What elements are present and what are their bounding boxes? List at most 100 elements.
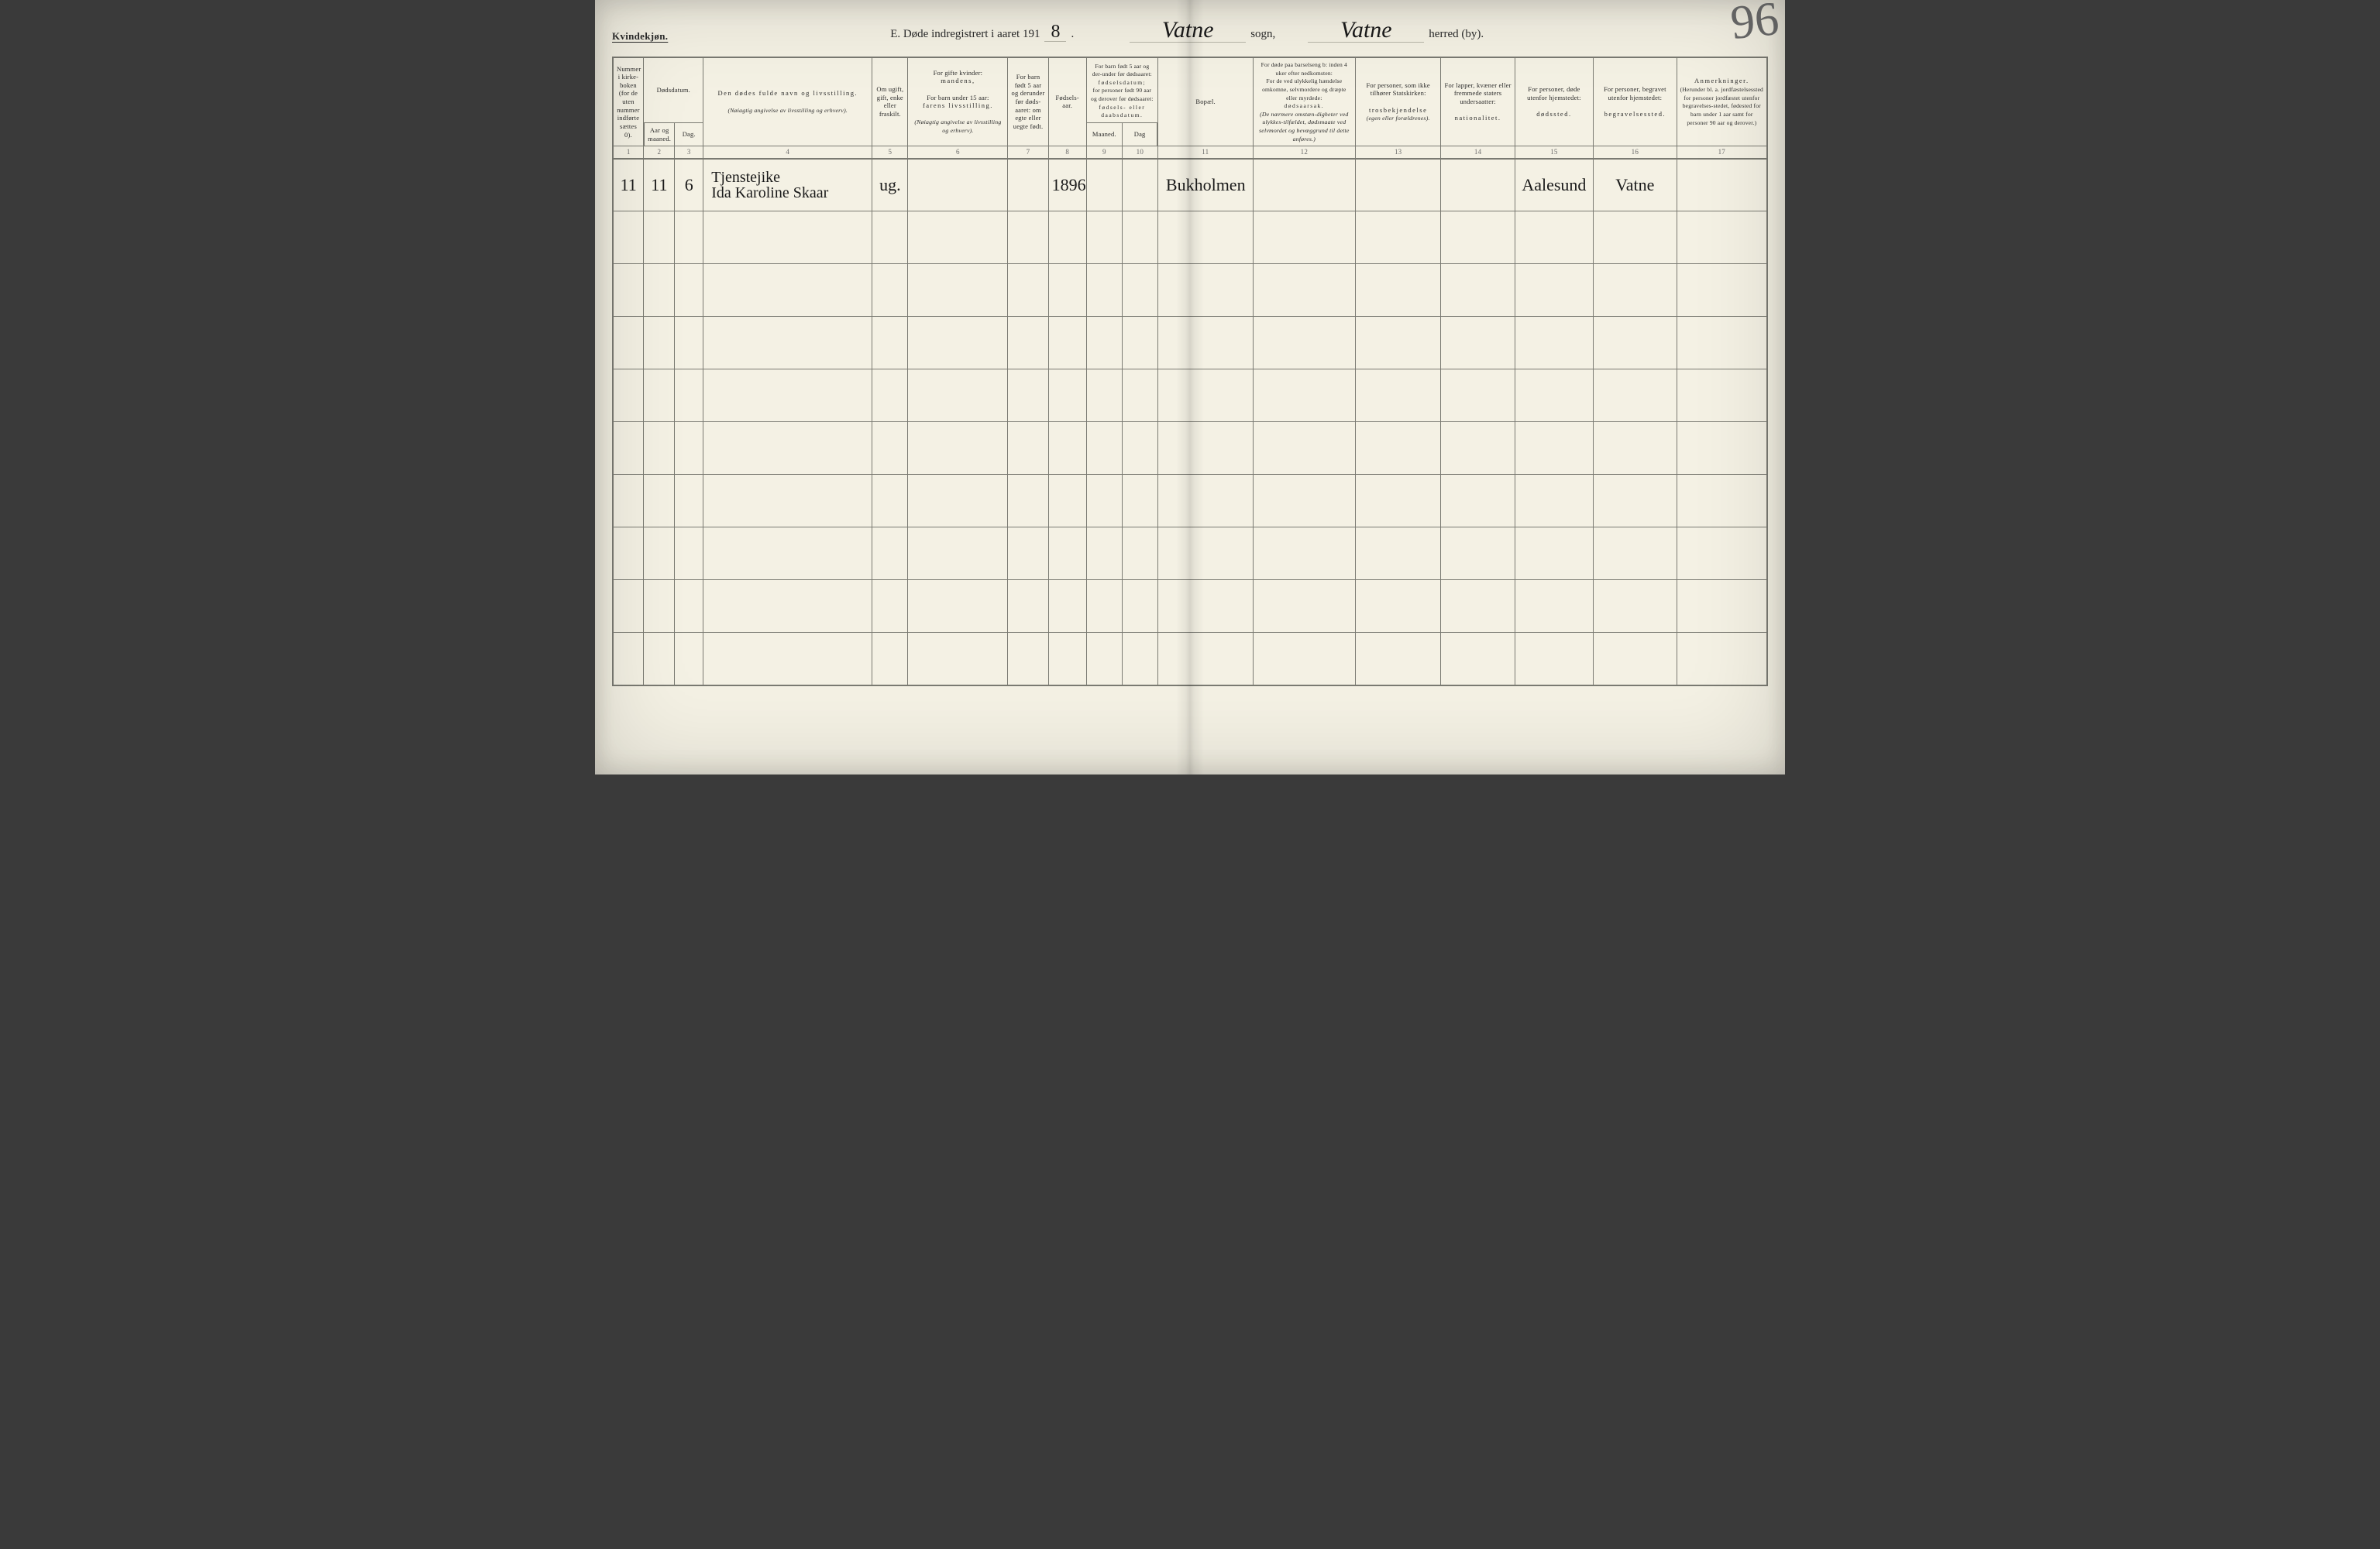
cell [1122, 264, 1157, 317]
cell [1122, 159, 1157, 211]
cell [1515, 580, 1593, 633]
cell [675, 369, 703, 422]
cell [1157, 369, 1253, 422]
cell [1594, 317, 1677, 369]
cell [1157, 264, 1253, 317]
cell [1086, 527, 1122, 580]
cell [1441, 264, 1515, 317]
col-header-17: Anmerkninger. (Herunder bl. a. jordfæste… [1677, 57, 1767, 146]
cell [872, 633, 908, 685]
cell [1122, 633, 1157, 685]
table-row [613, 633, 1767, 685]
col-header-5: Om ugift, gift, enke eller fraskilt. [872, 57, 908, 146]
cell [703, 475, 872, 527]
cell [675, 580, 703, 633]
cell [1086, 580, 1122, 633]
cell: Aalesund [1515, 159, 1593, 211]
cell [644, 369, 675, 422]
cell [703, 369, 872, 422]
cell [1515, 317, 1593, 369]
cell [1355, 527, 1441, 580]
colnum: 6 [908, 146, 1008, 159]
cell [1122, 211, 1157, 264]
cell [1048, 264, 1086, 317]
cell [1008, 159, 1048, 211]
colnum: 11 [1157, 146, 1253, 159]
cell [644, 475, 675, 527]
cell [908, 264, 1008, 317]
cell [872, 211, 908, 264]
c13b: trosbekjendelse [1369, 106, 1427, 114]
title-suffix: . [1071, 28, 1074, 41]
c6d: farens livsstilling. [923, 101, 993, 109]
table-row [613, 369, 1767, 422]
col4-title: Den dødes fulde navn og livsstilling. [717, 89, 858, 97]
col4-sub: (Nøiagtig angivelse av livsstilling og e… [727, 107, 848, 114]
table-row [613, 211, 1767, 264]
cell [1677, 633, 1767, 685]
c910c: for personer født 90 aar og derover før … [1091, 87, 1154, 102]
cell [1008, 633, 1048, 685]
cell [1253, 159, 1355, 211]
c6c: For barn under 15 aar: [927, 94, 989, 101]
table-row [613, 527, 1767, 580]
cell [872, 475, 908, 527]
cell [1253, 527, 1355, 580]
cell [1122, 369, 1157, 422]
cell [1515, 527, 1593, 580]
cell: 6 [675, 159, 703, 211]
herred-label: herred (by). [1429, 28, 1484, 41]
c6b: mandens, [941, 77, 975, 84]
table-row [613, 580, 1767, 633]
c6e: (Nøiagtig angivelse av livsstilling og e… [914, 118, 1001, 134]
cell [1048, 475, 1086, 527]
cell [1008, 264, 1048, 317]
cell [872, 317, 908, 369]
c12c: dødsaarsak. [1284, 102, 1324, 109]
colnum: 8 [1048, 146, 1086, 159]
page-title: E. Døde indregistrert i aaret 191 8 . Va… [690, 19, 1684, 43]
cell [613, 580, 644, 633]
cell [703, 580, 872, 633]
colnum: 4 [703, 146, 872, 159]
cell [644, 633, 675, 685]
cell: Bukholmen [1157, 159, 1253, 211]
cell [1086, 264, 1122, 317]
cell [908, 633, 1008, 685]
cell: 11 [613, 159, 644, 211]
cell [644, 264, 675, 317]
col-header-14: For lapper, kvæner eller fremmede stater… [1441, 57, 1515, 146]
name-line2: Ida Karoline Skaar [711, 185, 868, 201]
cell [1157, 633, 1253, 685]
cell [1355, 633, 1441, 685]
col-header-13: For personer, som ikke tilhører Statskir… [1355, 57, 1441, 146]
cell [1253, 211, 1355, 264]
table-row [613, 475, 1767, 527]
col-subheader-9: Maaned. [1086, 123, 1122, 146]
cell [1594, 527, 1677, 580]
c12b: For de ved ulykkelig hændelse omkomne, s… [1262, 77, 1346, 101]
herred-value: Vatne [1308, 19, 1424, 43]
cell [703, 633, 872, 685]
cell [1048, 527, 1086, 580]
cell [1594, 580, 1677, 633]
cell [675, 264, 703, 317]
cell [1677, 317, 1767, 369]
cell [1355, 422, 1441, 475]
c16a: For personer, begravet utenfor hjemstede… [1604, 85, 1666, 101]
cell [1515, 475, 1593, 527]
sogn-value: Vatne [1130, 19, 1246, 43]
colnum: 9 [1086, 146, 1122, 159]
col-header-16: For personer, begravet utenfor hjemstede… [1594, 57, 1677, 146]
cell [1677, 475, 1767, 527]
cell [1122, 475, 1157, 527]
col-header-4: Den dødes fulde navn og livsstilling. (N… [703, 57, 872, 146]
cell [1441, 580, 1515, 633]
cell [872, 369, 908, 422]
cell: Vatne [1594, 159, 1677, 211]
cell [1677, 527, 1767, 580]
table-header: Nummer i kirke-boken (for de uten nummer… [613, 57, 1767, 159]
cell [1594, 475, 1677, 527]
colnum: 14 [1441, 146, 1515, 159]
cell [1157, 422, 1253, 475]
